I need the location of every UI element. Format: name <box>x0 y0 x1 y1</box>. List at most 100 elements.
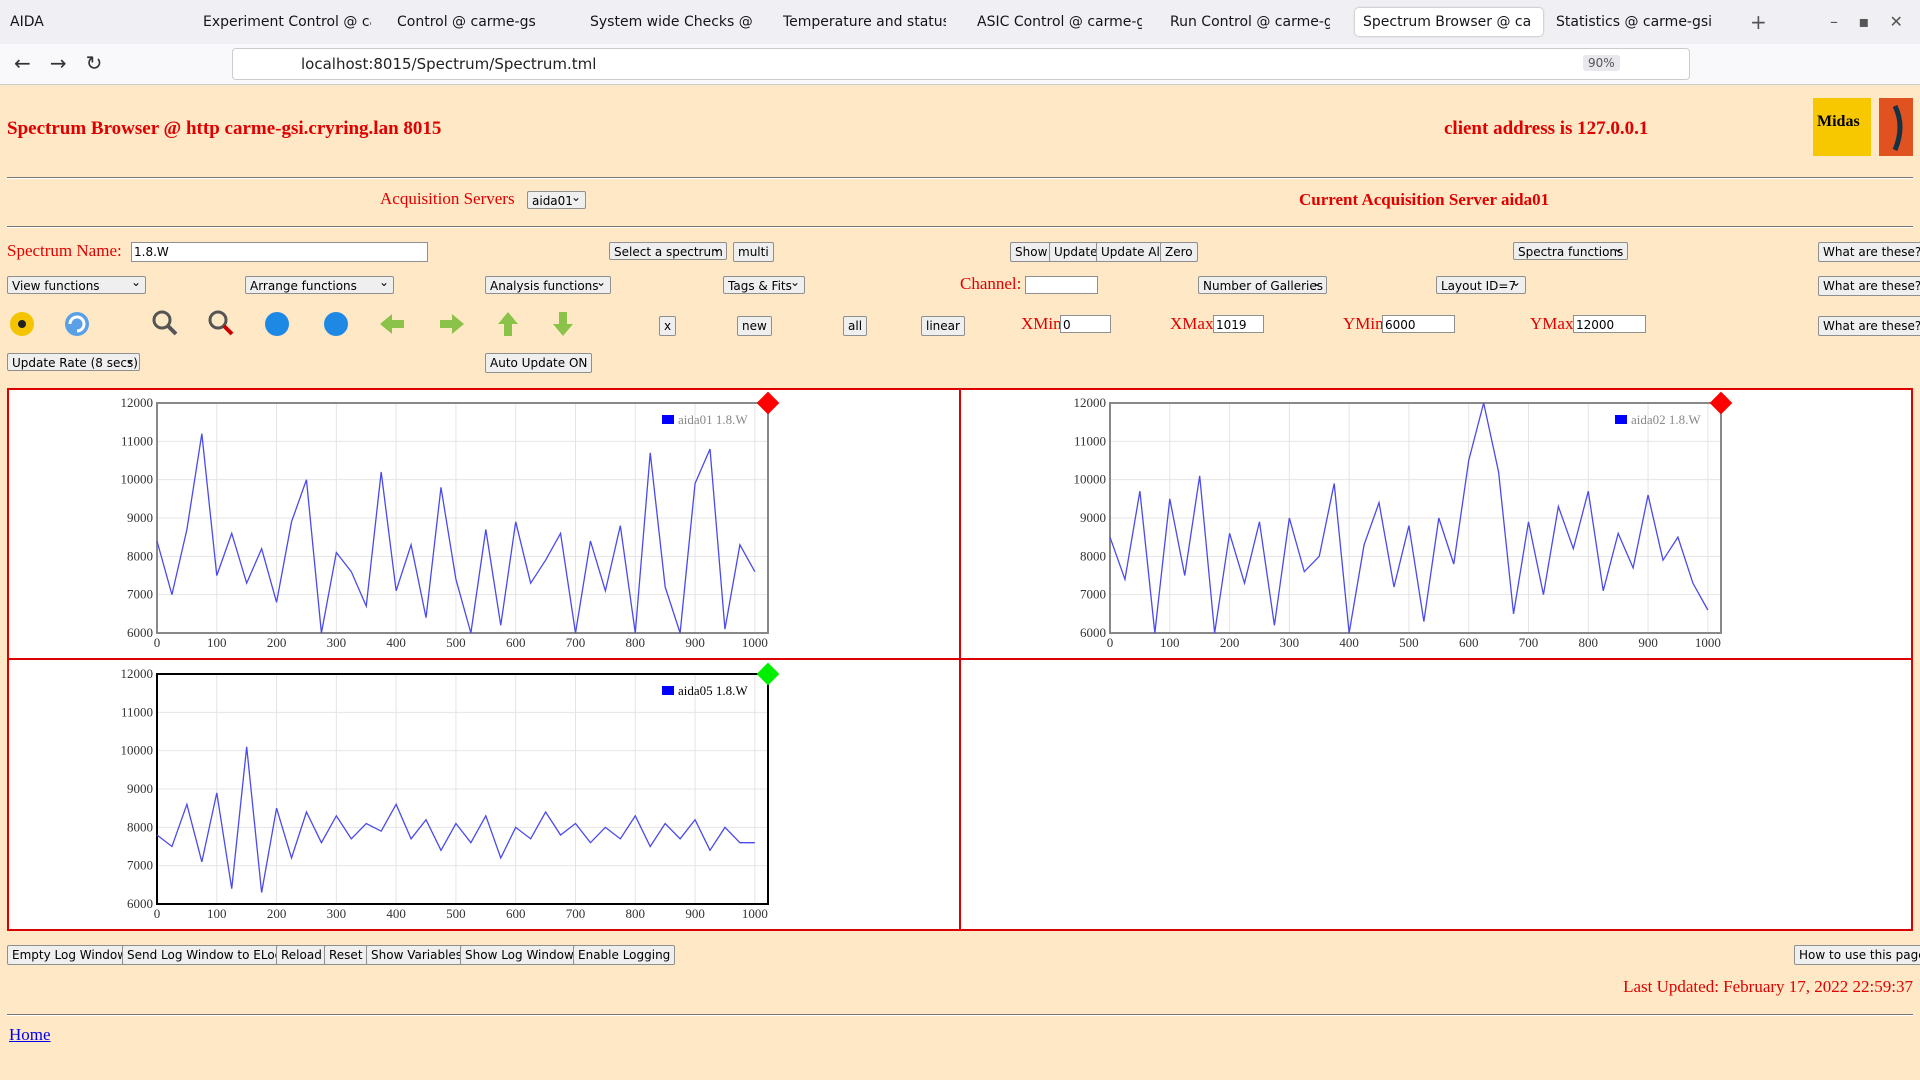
x-tick-label: 1000 <box>742 635 768 650</box>
tab-active[interactable]: Spectrum Browser @ ca <box>1355 8 1543 36</box>
new-button[interactable]: new <box>737 316 772 336</box>
tags-fits[interactable]: Tags & Fits <box>723 273 805 294</box>
separator <box>7 177 1913 179</box>
y-tick-label: 10000 <box>1074 472 1107 487</box>
x-tick-label: 200 <box>267 906 287 921</box>
y-tick-label: 8000 <box>1080 548 1106 563</box>
x-tick-label: 600 <box>1459 635 1479 650</box>
x-tick-label: 500 <box>446 635 466 650</box>
linear-button[interactable]: linear <box>921 316 965 336</box>
log-button[interactable]: Empty Log Window <box>7 945 133 965</box>
url-text: localhost:8015/Spectrum/Spectrum.tml <box>301 55 597 73</box>
tab[interactable]: Statistics @ carme-gsi <box>1556 14 1713 30</box>
xmax-label: XMax <box>1170 314 1214 333</box>
x-tick-label: 100 <box>207 906 227 921</box>
ymax-input[interactable]: 12000 <box>1573 315 1646 333</box>
help-button[interactable]: What are these? <box>1818 276 1920 296</box>
show-button[interactable]: Show <box>1010 242 1053 262</box>
xmax-input[interactable]: 1019 <box>1213 315 1264 333</box>
analysis-functions[interactable]: Analysis functions <box>485 273 611 294</box>
galleries-select[interactable]: Number of Galleries <box>1198 273 1327 294</box>
update-all-button[interactable]: Update All <box>1096 242 1169 262</box>
log-button[interactable]: Enable Logging <box>573 945 676 965</box>
tab[interactable]: Control @ carme-gsi <box>397 14 537 30</box>
toolbar-icons[interactable] <box>0 306 600 342</box>
y-tick-label: 12000 <box>121 395 154 410</box>
spectrum-line <box>1109 402 1709 634</box>
update-button[interactable]: Update <box>1049 242 1103 262</box>
server-select[interactable]: aida01 <box>527 188 586 209</box>
legend-label: aida02 1.8.W <box>1631 412 1701 427</box>
log-button[interactable]: Send Log Window to ELog <box>122 945 288 965</box>
ymin-input[interactable]: 6000 <box>1382 315 1455 333</box>
x-tick-label: 1000 <box>1695 635 1721 650</box>
x-tick-label: 600 <box>506 635 526 650</box>
ymin-label: YMin <box>1343 314 1384 333</box>
tab[interactable]: Run Control @ carme-g <box>1170 14 1330 30</box>
spectrum-line <box>156 433 756 634</box>
auto-update-button[interactable]: Auto Update ON <box>485 353 593 373</box>
y-tick-label: 10000 <box>121 743 154 758</box>
nav-buttons[interactable]: ← → ↻ <box>14 51 103 75</box>
spectrum-name-input[interactable]: 1.8.W <box>131 242 428 262</box>
x-tick-label: 800 <box>1579 635 1599 650</box>
svg-text:Midas: Midas <box>1817 113 1860 130</box>
help-button[interactable]: What are these? <box>1818 316 1920 336</box>
y-tick-label: 11000 <box>121 433 153 448</box>
x-tick-label: 700 <box>566 906 586 921</box>
x-tick-label: 100 <box>207 635 227 650</box>
tab[interactable]: System wide Checks @ c <box>590 14 753 30</box>
y-tick-label: 8000 <box>127 548 153 563</box>
zoom[interactable]: 90% <box>1583 55 1620 71</box>
x-tick-label: 800 <box>626 635 646 650</box>
all-button[interactable]: all <box>843 316 868 336</box>
x-button[interactable]: x <box>659 316 677 336</box>
zero-button[interactable]: Zero <box>1160 242 1198 262</box>
tab[interactable]: Temperature and status <box>783 14 946 30</box>
x-tick-label: 300 <box>327 635 347 650</box>
url-bar[interactable]: localhost:8015/Spectrum/Spectrum.tml 90% <box>232 48 1690 80</box>
update-rate[interactable]: Update Rate (8 secs) <box>7 350 140 371</box>
help-button[interactable]: What are these? <box>1818 242 1920 262</box>
legend-label: aida01 1.8.W <box>678 412 748 427</box>
plot-frame <box>156 673 769 905</box>
status-marker <box>756 662 780 686</box>
servers-label: Acquisition Servers <box>380 189 515 208</box>
layout-select[interactable]: Layout ID=7 <box>1436 273 1526 294</box>
tab[interactable]: ASIC Control @ carme-g <box>977 14 1142 30</box>
channel-input[interactable] <box>1025 276 1098 294</box>
y-tick-label: 11000 <box>1074 433 1106 448</box>
x-tick-label: 1000 <box>742 906 768 921</box>
log-button[interactable]: Reset <box>324 945 368 965</box>
x-tick-label: 500 <box>446 906 466 921</box>
separator <box>7 226 1913 228</box>
log-button[interactable]: Reload <box>276 945 327 965</box>
help-page-button[interactable]: How to use this page <box>1794 945 1920 965</box>
x-tick-label: 400 <box>1339 635 1359 650</box>
y-tick-label: 11000 <box>121 704 153 719</box>
x-tick-label: 400 <box>386 635 406 650</box>
window-controls[interactable]: – ▪ ✕ <box>1830 12 1903 31</box>
x-tick-label: 900 <box>685 635 705 650</box>
new-tab[interactable]: + <box>1750 10 1767 34</box>
tab[interactable]: AIDA <box>10 14 44 30</box>
client-address: client address is 127.0.0.1 <box>1444 118 1649 139</box>
log-button[interactable]: Show Variables <box>366 945 468 965</box>
xmin-label: XMin <box>1021 314 1062 333</box>
spectrum-line <box>156 746 755 893</box>
tab[interactable]: Experiment Control @ ca <box>203 14 371 30</box>
tab-bar: AIDA Experiment Control @ ca Control @ c… <box>0 0 1920 44</box>
multi-button[interactable]: multi <box>733 242 774 262</box>
y-tick-label: 12000 <box>121 666 154 681</box>
select-spectrum[interactable]: Select a spectrum <box>609 239 727 260</box>
arrange-functions[interactable]: Arrange functions <box>245 273 394 294</box>
view-functions[interactable]: View functions <box>7 273 146 294</box>
xmin-input[interactable]: 0 <box>1060 315 1111 333</box>
x-tick-label: 700 <box>566 635 586 650</box>
spectra-functions[interactable]: Spectra functions <box>1513 239 1628 260</box>
legend-swatch <box>662 415 674 424</box>
x-tick-label: 600 <box>506 906 526 921</box>
home-link[interactable]: Home <box>9 1025 51 1044</box>
log-button[interactable]: Show Log Window <box>460 945 579 965</box>
